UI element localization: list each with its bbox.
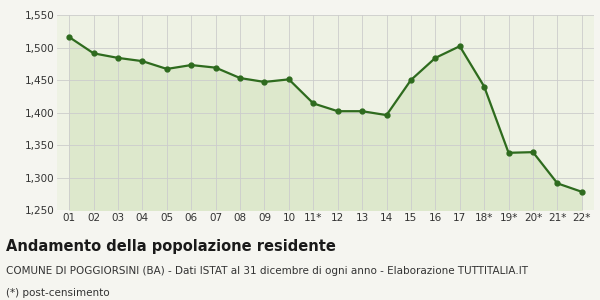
Text: Andamento della popolazione residente: Andamento della popolazione residente <box>6 238 336 253</box>
Text: (*) post-censimento: (*) post-censimento <box>6 288 110 298</box>
Text: COMUNE DI POGGIORSINI (BA) - Dati ISTAT al 31 dicembre di ogni anno - Elaborazio: COMUNE DI POGGIORSINI (BA) - Dati ISTAT … <box>6 266 528 275</box>
